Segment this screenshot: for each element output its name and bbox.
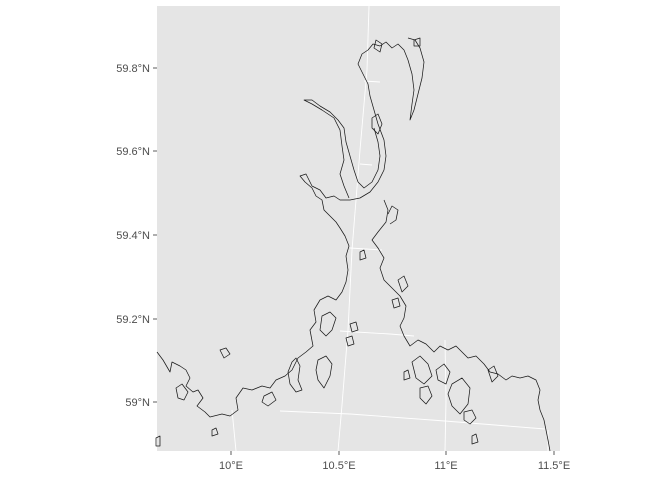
coastline-east — [371, 199, 551, 452]
island-19 — [487, 365, 499, 383]
island-14 — [397, 275, 409, 293]
island-16 — [359, 249, 367, 261]
island-8 — [463, 409, 477, 425]
island-22 — [211, 427, 219, 437]
island-15 — [391, 297, 401, 309]
graticule-lon-11 — [444, 339, 447, 452]
coastline-east-b — [387, 205, 399, 225]
island-18 — [345, 335, 355, 347]
island-20 — [403, 369, 411, 381]
y-tick-label: 59.8°N — [116, 63, 150, 75]
island-10 — [261, 391, 277, 407]
x-tick-label: 10.5°E — [322, 460, 355, 472]
island-21 — [471, 433, 479, 445]
x-tick-label: 10°E — [219, 460, 243, 472]
y-tick-label: 59°N — [125, 397, 150, 409]
island-2 — [315, 355, 333, 389]
island-23 — [155, 435, 161, 447]
island-3 — [319, 311, 337, 337]
island-17 — [349, 321, 359, 333]
island-12 — [371, 113, 383, 135]
island-5 — [435, 363, 451, 385]
graticule — [231, 5, 549, 452]
island-13 — [373, 39, 383, 53]
graticule-lat-59-6 — [359, 163, 373, 166]
y-tick-label: 59.6°N — [116, 146, 150, 158]
x-tick-label: 11°E — [434, 460, 457, 472]
graticule-lat-59-4 — [349, 247, 383, 251]
graticule-lon-10-5 — [337, 5, 370, 452]
island-9 — [175, 383, 189, 401]
coastline-west — [156, 37, 425, 418]
x-tick-label: 11.5°E — [538, 460, 570, 472]
y-tick-label: 59.2°N — [116, 314, 150, 326]
map-panel — [157, 6, 560, 451]
island-11 — [219, 347, 231, 359]
island-4 — [411, 355, 433, 385]
coastline — [155, 37, 551, 452]
island-1 — [287, 357, 303, 393]
graticule-lon-10 — [231, 409, 237, 452]
graticule-lat-59-2 — [339, 330, 415, 337]
y-tick-label: 59.4°N — [116, 230, 150, 242]
island-7 — [419, 385, 433, 405]
graticule-lat-59 — [279, 410, 546, 430]
x-axis: 10°E 10.5°E 11°E 11.5°E — [219, 451, 570, 472]
island-24 — [413, 37, 421, 47]
island-6 — [447, 377, 471, 415]
y-axis: 59.8°N 59.6°N 59.4°N 59.2°N 59°N — [116, 63, 157, 409]
coastline-inlet-west — [303, 99, 381, 199]
